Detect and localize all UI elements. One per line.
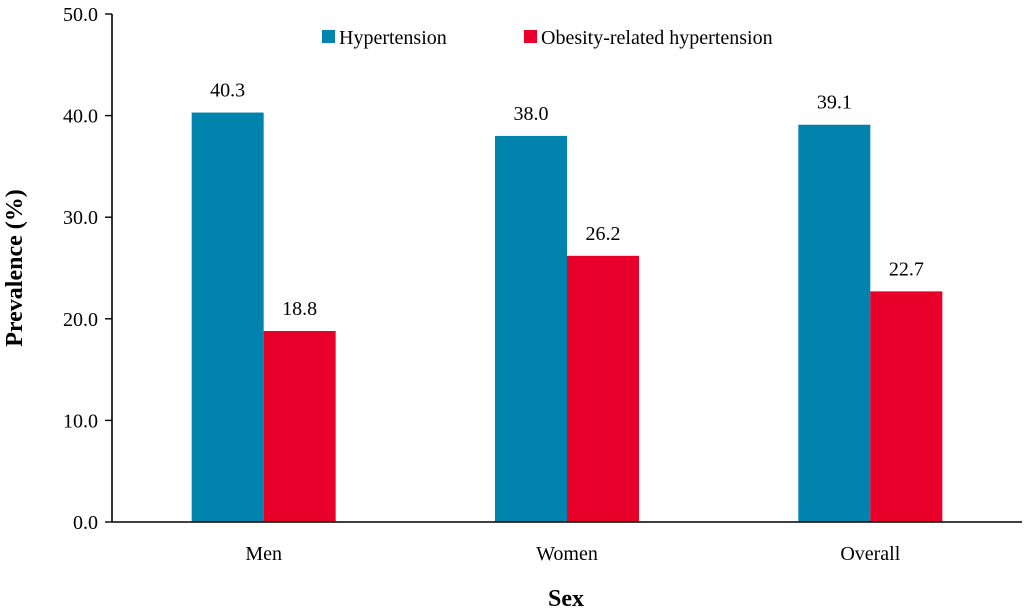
x-category-label: Overall xyxy=(840,543,900,565)
bars xyxy=(191,112,943,523)
data-labels: 40.3 18.8 38.0 26.2 39.1 22.7 xyxy=(210,80,924,320)
data-label: 22.7 xyxy=(889,258,924,280)
bar-overall-hypertension xyxy=(798,124,871,522)
bar-men-obesity-related-hypertension xyxy=(263,330,336,522)
legend-label-obesity-related-hypertension: Obesity-related hypertension xyxy=(541,27,773,49)
y-tick-label: 50.0 xyxy=(63,4,98,26)
x-axis-category-labels: Men Women Overall xyxy=(245,543,900,565)
x-category-label: Men xyxy=(245,543,282,565)
bar-men-hypertension xyxy=(191,112,264,522)
y-axis-ticks: 0.0 10.0 20.0 30.0 40.0 50.0 xyxy=(63,4,112,534)
legend-swatch-hypertension xyxy=(322,30,335,43)
y-tick-label: 40.0 xyxy=(63,106,98,128)
legend-label-hypertension: Hypertension xyxy=(339,27,447,49)
data-label: 38.0 xyxy=(514,103,549,125)
bar-overall-obesity-related-hypertension xyxy=(870,291,943,522)
legend: Hypertension Obesity-related hypertensio… xyxy=(322,27,773,49)
data-label: 26.2 xyxy=(586,223,621,245)
data-label: 18.8 xyxy=(282,298,317,320)
data-label: 40.3 xyxy=(210,80,245,102)
y-axis-title: Prevalence (%) xyxy=(2,189,28,347)
bar-women-obesity-related-hypertension xyxy=(567,255,639,523)
data-label: 39.1 xyxy=(817,92,852,114)
y-tick-label: 10.0 xyxy=(63,410,98,432)
y-tick-label: 0.0 xyxy=(73,512,98,534)
x-category-label: Women xyxy=(536,543,598,565)
y-tick-label: 30.0 xyxy=(63,207,98,229)
legend-swatch-obesity-related-hypertension xyxy=(524,30,537,43)
y-tick-label: 20.0 xyxy=(63,309,98,331)
bar-women-hypertension xyxy=(495,135,567,523)
x-axis-title: Sex xyxy=(548,586,584,612)
